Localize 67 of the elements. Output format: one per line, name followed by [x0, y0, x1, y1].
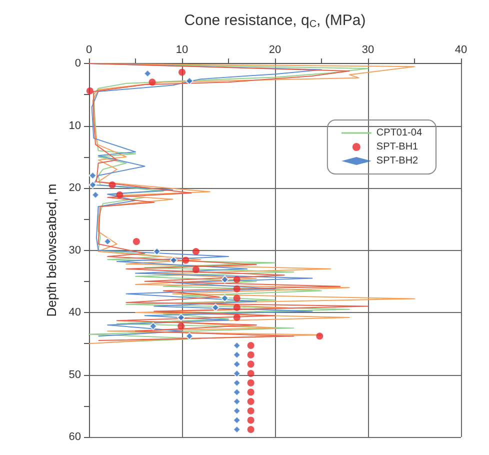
y-tick-label: 0	[74, 58, 81, 70]
point	[108, 181, 116, 188]
point	[211, 304, 220, 312]
legend-label: SPT-BH2	[376, 156, 419, 166]
point	[247, 379, 254, 386]
point	[220, 294, 229, 302]
point	[232, 426, 241, 434]
point	[232, 388, 241, 396]
point	[232, 378, 241, 387]
y-tick-label: 10	[68, 120, 81, 132]
point	[192, 248, 200, 255]
point	[104, 238, 112, 246]
point	[233, 285, 240, 292]
point	[247, 426, 254, 434]
point	[232, 341, 241, 350]
x-tick-label: 0	[86, 44, 92, 56]
point	[232, 360, 241, 368]
y-tick-label: 20	[68, 182, 81, 194]
point	[247, 407, 254, 414]
point	[178, 68, 186, 76]
point	[233, 294, 240, 302]
point	[316, 332, 324, 340]
point	[247, 342, 254, 349]
y-axis-title: Depth belowseabed, m	[44, 184, 59, 317]
y-tick-label: 30	[68, 244, 81, 256]
point	[152, 247, 161, 256]
legend-label: SPT-BH1	[376, 142, 419, 152]
point	[232, 406, 241, 415]
point	[88, 180, 97, 189]
point	[185, 76, 194, 85]
point	[232, 350, 241, 359]
point	[149, 322, 158, 330]
point	[247, 416, 254, 424]
point	[182, 256, 190, 264]
point	[247, 351, 254, 358]
line-series	[88, 63, 322, 337]
point	[247, 360, 254, 368]
x-tick-label: 20	[268, 44, 282, 56]
point	[220, 276, 229, 284]
point	[144, 69, 152, 78]
point	[247, 370, 254, 378]
point	[116, 191, 124, 198]
point	[233, 276, 240, 284]
point	[247, 388, 254, 396]
legend-label: CPT01-04	[376, 128, 422, 138]
point	[88, 172, 97, 180]
point	[92, 190, 100, 199]
point	[232, 398, 241, 406]
point	[232, 416, 241, 424]
point	[185, 332, 194, 340]
point	[177, 313, 186, 322]
y-tick-label: 50	[68, 368, 81, 381]
point	[178, 322, 185, 330]
point	[232, 370, 241, 378]
y-tick-label: 40	[68, 306, 81, 318]
point	[192, 266, 200, 274]
point	[170, 256, 178, 264]
point	[148, 78, 156, 86]
point	[233, 304, 240, 312]
point	[86, 87, 94, 94]
x-tick-label: 30	[362, 44, 374, 56]
point	[247, 398, 254, 406]
x-tick-label: 10	[176, 44, 188, 56]
y-tick-label: 60	[68, 431, 81, 443]
x-tick-label: 40	[454, 44, 468, 56]
point	[233, 314, 240, 321]
point	[132, 238, 140, 246]
